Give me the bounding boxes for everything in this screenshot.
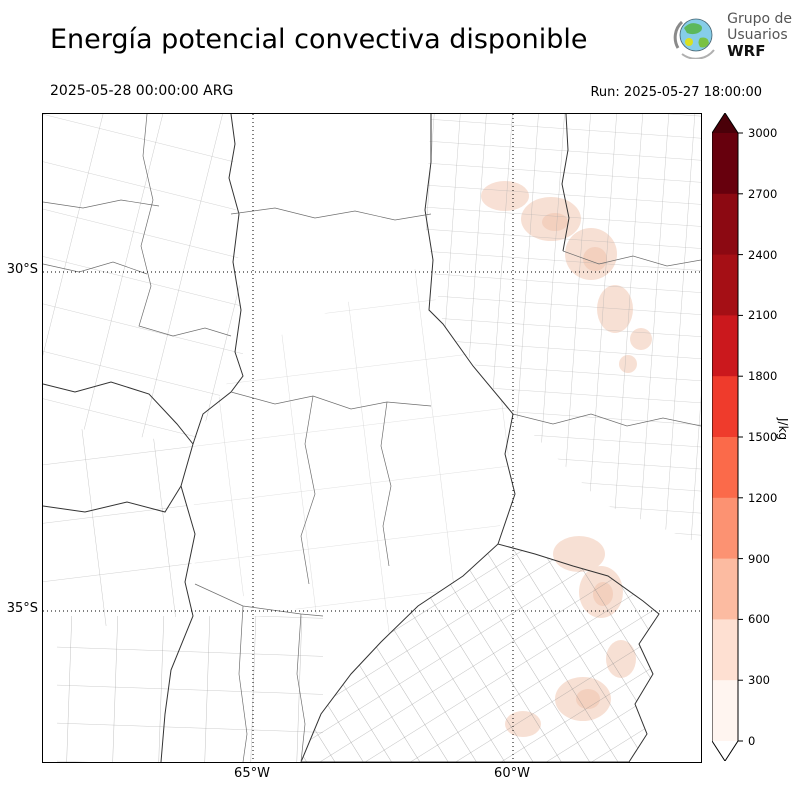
- colorbar-over-arrow: [712, 113, 738, 133]
- colorbar-tick-label: 1500: [748, 430, 778, 444]
- map-figure: [43, 114, 701, 762]
- logo-text: Grupo de Usuarios WRF: [727, 11, 792, 61]
- colorbar-under-arrow: [712, 741, 738, 761]
- colorbar-tick-label: 300: [748, 673, 770, 688]
- colorbar-scale: [711, 112, 743, 762]
- lat-tick-30s: 30°S: [6, 262, 38, 277]
- colorbar-tick-label: 3000: [748, 126, 778, 140]
- logo-line1: Grupo de: [727, 11, 792, 27]
- page-title: Energía potencial convectiva disponible: [50, 24, 588, 55]
- colorbar-tick-label: 1200: [748, 490, 778, 505]
- logo-wrf: WRF: [727, 42, 766, 61]
- colorbar-tick-label: 0: [748, 734, 756, 748]
- colorbar-tick-label: 2400: [748, 247, 778, 262]
- colorbar-tick-label: 600: [748, 612, 770, 627]
- lon-tick-60w: 60°W: [494, 766, 530, 781]
- globe-icon: [673, 18, 715, 60]
- run-time-label: Run: 2025-05-27 18:00:00: [590, 85, 762, 100]
- colorbar: [711, 112, 746, 762]
- province-boundaries: [43, 114, 570, 762]
- colorbar-tick-label: 900: [748, 551, 770, 566]
- wrf-logo: Grupo de Usuarios WRF: [673, 11, 792, 61]
- colorbar-tick-label: 2100: [748, 308, 778, 323]
- colorbar-tick-label: 1800: [748, 369, 778, 384]
- colorbar-unit-label: J/kg: [776, 418, 790, 441]
- logo-line2: Usuarios: [727, 26, 788, 43]
- department-boundaries: [43, 114, 701, 762]
- county-pattern-regions: [43, 114, 701, 762]
- colorbar-tick-label: 2700: [748, 186, 778, 201]
- valid-time-label: 2025-05-28 00:00:00 ARG: [50, 83, 234, 99]
- lon-tick-65w: 65°W: [234, 766, 270, 781]
- colorbar-tick-labels: 3000 2700 2400 2100 1800 1500 1200 900 600 300 0: [748, 113, 794, 761]
- graticule: [43, 114, 701, 762]
- lat-tick-35s: 35°S: [6, 601, 38, 616]
- map-canvas: [42, 113, 702, 763]
